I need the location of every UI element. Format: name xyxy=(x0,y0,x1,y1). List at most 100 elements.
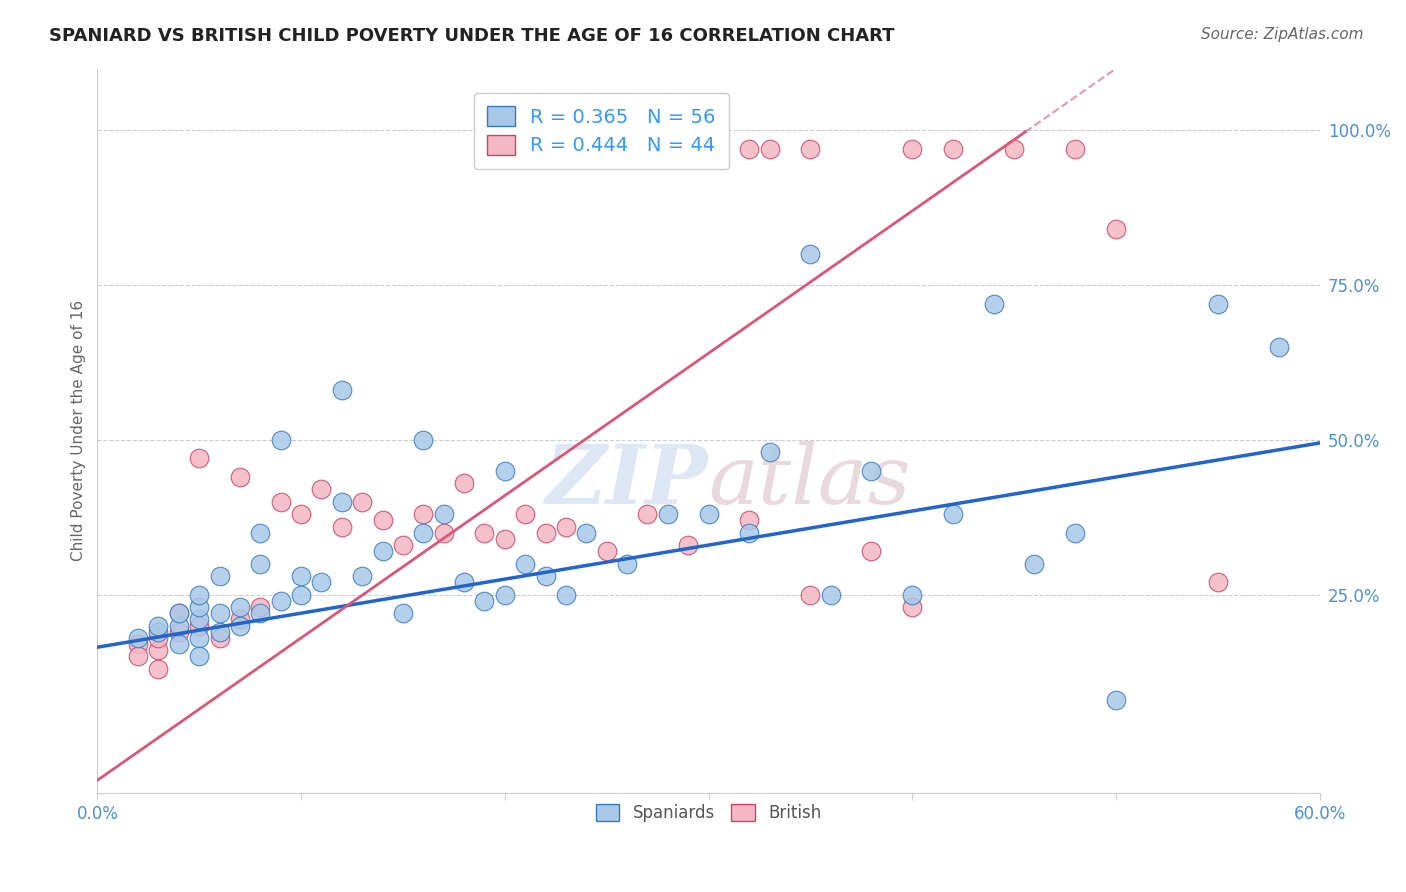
Point xyxy=(249,606,271,620)
Point xyxy=(554,588,576,602)
Point xyxy=(127,637,149,651)
Point xyxy=(290,588,312,602)
Y-axis label: Child Poverty Under the Age of 16: Child Poverty Under the Age of 16 xyxy=(72,300,86,561)
Point xyxy=(1268,340,1291,354)
Point xyxy=(229,618,252,632)
Point xyxy=(1206,575,1229,590)
Point xyxy=(636,507,658,521)
Point xyxy=(901,588,924,602)
Point xyxy=(412,507,434,521)
Point xyxy=(676,538,699,552)
Point xyxy=(738,513,761,527)
Point xyxy=(311,483,333,497)
Point xyxy=(167,606,190,620)
Point xyxy=(1064,525,1087,540)
Point xyxy=(167,606,190,620)
Point xyxy=(352,569,374,583)
Point xyxy=(1105,222,1128,236)
Point xyxy=(820,588,842,602)
Point xyxy=(860,464,883,478)
Point xyxy=(148,662,170,676)
Point xyxy=(758,445,780,459)
Point xyxy=(249,557,271,571)
Point xyxy=(208,631,231,645)
Point xyxy=(270,433,292,447)
Point xyxy=(249,525,271,540)
Point xyxy=(1024,557,1046,571)
Point xyxy=(311,575,333,590)
Point xyxy=(697,507,720,521)
Point xyxy=(738,142,761,156)
Point xyxy=(474,525,496,540)
Point xyxy=(148,624,170,639)
Point xyxy=(371,513,394,527)
Point xyxy=(1002,142,1025,156)
Point xyxy=(799,247,821,261)
Point xyxy=(412,525,434,540)
Point xyxy=(330,384,353,398)
Point xyxy=(983,296,1005,310)
Point xyxy=(901,599,924,614)
Point xyxy=(208,569,231,583)
Point xyxy=(942,142,965,156)
Point xyxy=(148,643,170,657)
Point xyxy=(901,142,924,156)
Point xyxy=(1206,296,1229,310)
Point xyxy=(657,507,679,521)
Point xyxy=(534,569,557,583)
Point xyxy=(1105,693,1128,707)
Point xyxy=(738,525,761,540)
Point xyxy=(208,624,231,639)
Point xyxy=(229,470,252,484)
Point xyxy=(270,495,292,509)
Point xyxy=(188,451,211,466)
Point xyxy=(515,507,537,521)
Text: Source: ZipAtlas.com: Source: ZipAtlas.com xyxy=(1201,27,1364,42)
Point xyxy=(167,618,190,632)
Point xyxy=(229,599,252,614)
Legend: Spaniards, British: Spaniards, British xyxy=(582,790,835,835)
Point xyxy=(188,631,211,645)
Point xyxy=(148,618,170,632)
Point xyxy=(1064,142,1087,156)
Point xyxy=(392,606,415,620)
Point xyxy=(758,142,780,156)
Point xyxy=(554,519,576,533)
Text: SPANIARD VS BRITISH CHILD POVERTY UNDER THE AGE OF 16 CORRELATION CHART: SPANIARD VS BRITISH CHILD POVERTY UNDER … xyxy=(49,27,894,45)
Point xyxy=(412,433,434,447)
Point xyxy=(167,624,190,639)
Point xyxy=(392,538,415,552)
Point xyxy=(127,649,149,664)
Point xyxy=(534,525,557,540)
Point xyxy=(942,507,965,521)
Point xyxy=(799,142,821,156)
Point xyxy=(290,507,312,521)
Point xyxy=(575,525,598,540)
Point xyxy=(330,519,353,533)
Point xyxy=(595,544,617,558)
Point xyxy=(433,507,456,521)
Point xyxy=(453,476,475,491)
Point xyxy=(167,637,190,651)
Point xyxy=(494,464,516,478)
Point xyxy=(494,588,516,602)
Point xyxy=(188,588,211,602)
Point xyxy=(148,631,170,645)
Point xyxy=(270,594,292,608)
Point xyxy=(371,544,394,558)
Text: atlas: atlas xyxy=(709,442,911,521)
Point xyxy=(616,557,638,571)
Point xyxy=(494,532,516,546)
Point xyxy=(127,631,149,645)
Point xyxy=(330,495,353,509)
Text: ZIP: ZIP xyxy=(546,442,709,521)
Point xyxy=(474,594,496,608)
Point xyxy=(290,569,312,583)
Point xyxy=(229,612,252,626)
Point xyxy=(860,544,883,558)
Point xyxy=(188,599,211,614)
Point xyxy=(249,599,271,614)
Point xyxy=(352,495,374,509)
Point xyxy=(188,649,211,664)
Point xyxy=(799,588,821,602)
